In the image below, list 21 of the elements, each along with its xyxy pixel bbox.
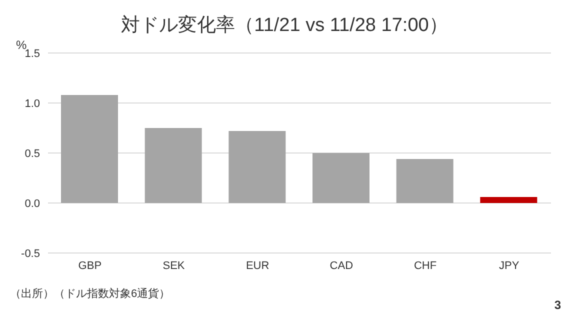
bar	[61, 95, 118, 203]
x-tick-label: EUR	[246, 260, 270, 272]
text: （出所）（ドル指数対象6通貨）	[10, 286, 170, 301]
text: 3	[554, 298, 561, 312]
bar	[480, 197, 538, 203]
y-tick-label: 0.5	[24, 148, 40, 160]
y-tick-label: 1.5	[24, 48, 40, 60]
bar	[144, 128, 202, 203]
y-tick-label: 0.0	[24, 198, 40, 210]
x-tick-label: CAD	[330, 260, 354, 272]
bar	[228, 131, 286, 203]
x-tick-label: JPY	[498, 260, 520, 272]
bar	[312, 153, 370, 203]
y-tick-label: -0.5	[21, 248, 40, 260]
y-axis-title: %	[16, 38, 27, 52]
y-tick-label: 1.0	[24, 98, 40, 110]
chart-title: 対ドル変化率（11/21 vs 11/28 17:00）	[120, 14, 449, 38]
bar	[396, 159, 454, 203]
x-tick-label: SEK	[162, 260, 186, 272]
x-tick-label: CHF	[414, 260, 437, 272]
x-tick-label: GBP	[78, 260, 102, 272]
